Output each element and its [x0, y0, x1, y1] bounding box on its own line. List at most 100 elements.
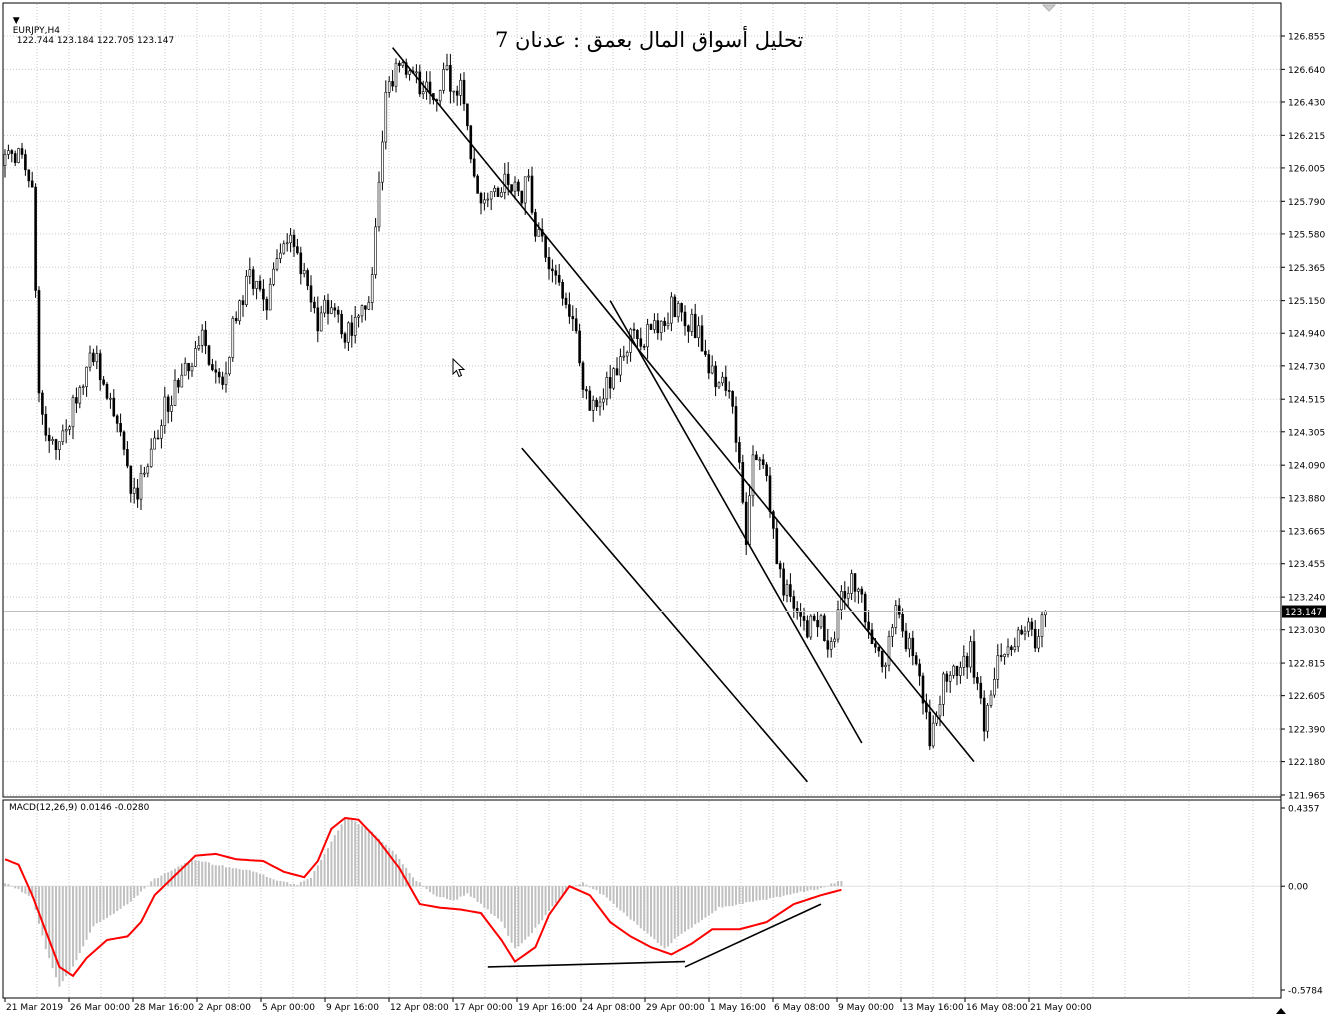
candle	[483, 192, 486, 211]
candle	[132, 477, 136, 504]
candle	[306, 268, 309, 291]
candle	[122, 430, 126, 456]
candle	[489, 191, 493, 211]
candle	[438, 89, 442, 106]
candle	[755, 451, 758, 461]
candle	[34, 183, 37, 298]
macd-panel: 0.4357 0.00 -0.5784	[2, 799, 1323, 999]
candle	[622, 345, 626, 361]
current-price-tag: 123.147	[1282, 605, 1326, 618]
main-grid	[4, 4, 1280, 796]
time-tick-label: 28 Mar 16:00	[134, 1003, 194, 1013]
candle	[778, 560, 782, 578]
candle	[302, 262, 306, 278]
candle	[58, 441, 61, 461]
candle	[761, 454, 765, 469]
price-tick-label: 126.855	[1288, 33, 1325, 43]
candle	[1006, 638, 1010, 658]
candle	[194, 340, 197, 367]
candle	[571, 305, 575, 331]
candle	[10, 149, 14, 163]
candle	[999, 643, 1003, 662]
time-tick-label: 1 May 16:00	[710, 1003, 766, 1013]
time-tick-label: 21 Mar 2019	[6, 1003, 63, 1013]
candle	[581, 360, 585, 399]
candle	[670, 292, 673, 332]
candle	[683, 305, 687, 336]
candle	[245, 270, 248, 307]
candle	[296, 238, 299, 255]
candle	[785, 579, 789, 603]
candle	[129, 465, 133, 503]
macd-histogram	[4, 817, 843, 987]
candle	[81, 384, 85, 395]
candle	[7, 144, 10, 160]
candle	[897, 598, 901, 619]
candle	[568, 292, 571, 324]
candle	[323, 295, 326, 318]
candle	[982, 690, 986, 742]
chart-scroll-marker-icon[interactable]	[1276, 1008, 1286, 1014]
candle	[262, 279, 265, 312]
candle	[921, 672, 925, 715]
candle	[472, 148, 476, 178]
candle	[340, 310, 343, 339]
macd-axis-ticks: 0.4357 0.00 -0.5784	[1281, 805, 1323, 997]
candle	[92, 348, 95, 366]
candle	[564, 292, 568, 309]
candle	[1016, 626, 1020, 652]
time-tick-label: 2 Apr 08:00	[198, 1003, 251, 1013]
candle	[343, 331, 347, 349]
candle	[326, 293, 330, 325]
price-tick-label: 126.005	[1288, 164, 1325, 174]
candle	[47, 427, 51, 453]
candle	[530, 166, 534, 215]
price-tick-label: 122.180	[1288, 758, 1325, 768]
time-tick-label: 13 May 16:00	[902, 1003, 964, 1013]
candle	[462, 72, 466, 111]
triangle-down-icon[interactable]	[1041, 4, 1057, 12]
candle	[938, 695, 942, 727]
trendline-group[interactable]	[391, 47, 975, 783]
candle	[741, 454, 745, 505]
collapse-arrow-icon[interactable]: ▼	[12, 16, 20, 26]
candle	[166, 394, 170, 424]
candle	[1010, 644, 1013, 656]
candle	[789, 573, 792, 603]
macd-info: MACD(12,26,9) 0.0146 -0.0280	[9, 803, 150, 813]
candle	[170, 395, 173, 422]
candle	[204, 321, 207, 355]
price-tick-label: 122.605	[1288, 692, 1325, 702]
candle	[37, 286, 41, 403]
candle	[177, 378, 180, 394]
candle	[119, 413, 122, 437]
time-tick-label: 16 May 08:00	[966, 1003, 1028, 1013]
candle	[676, 300, 680, 323]
candle	[823, 613, 826, 642]
candle	[214, 360, 218, 384]
candle	[41, 390, 44, 425]
candle	[588, 385, 592, 411]
trendline	[391, 47, 975, 763]
candle	[377, 171, 381, 232]
candle	[649, 323, 653, 330]
candle	[289, 227, 292, 253]
candle	[520, 190, 524, 208]
candle	[238, 299, 241, 325]
candle	[479, 191, 483, 215]
macd-trendline-group[interactable]	[487, 903, 822, 968]
candle	[989, 690, 993, 708]
candle	[285, 233, 289, 252]
candle	[833, 631, 836, 648]
price-tick-label: 125.580	[1288, 230, 1325, 240]
candle	[459, 73, 462, 106]
candle	[313, 296, 316, 314]
candle	[370, 267, 374, 311]
candle	[61, 424, 65, 446]
candle	[425, 71, 428, 100]
candle	[799, 603, 802, 627]
time-tick-label: 17 Apr 00:00	[454, 1003, 513, 1013]
candle	[758, 456, 762, 471]
candle	[160, 419, 163, 449]
